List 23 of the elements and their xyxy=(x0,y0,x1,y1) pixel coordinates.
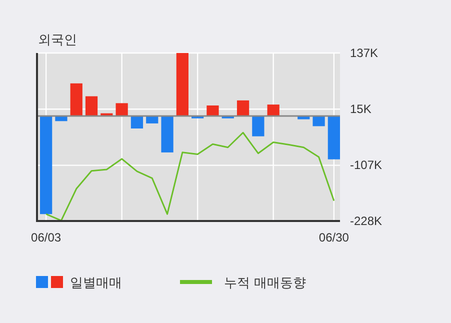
bar xyxy=(252,116,264,136)
y-tick-label: 15K xyxy=(350,102,372,116)
bar xyxy=(130,116,144,128)
bar xyxy=(236,100,250,116)
legend-label: 일별매매 xyxy=(70,276,122,291)
chart-title: 외국인 xyxy=(38,33,77,48)
y-tick-label: -107K xyxy=(350,158,382,172)
y-tick-label: 137K xyxy=(350,46,378,60)
line-series xyxy=(45,132,335,222)
x-tick-label: 06/03 xyxy=(31,230,62,245)
bar xyxy=(85,96,98,116)
bar xyxy=(40,116,52,214)
bar xyxy=(161,116,174,152)
x-tick-label: 06/30 xyxy=(318,230,350,245)
y-tick-label: -228K xyxy=(350,214,382,228)
bar xyxy=(312,116,325,126)
bar xyxy=(116,103,128,116)
bar xyxy=(267,104,280,116)
bar xyxy=(328,116,340,160)
legend-label: 누적 매매동향 xyxy=(224,276,306,291)
bar xyxy=(206,105,219,116)
bar xyxy=(176,53,188,116)
bar xyxy=(70,83,82,116)
